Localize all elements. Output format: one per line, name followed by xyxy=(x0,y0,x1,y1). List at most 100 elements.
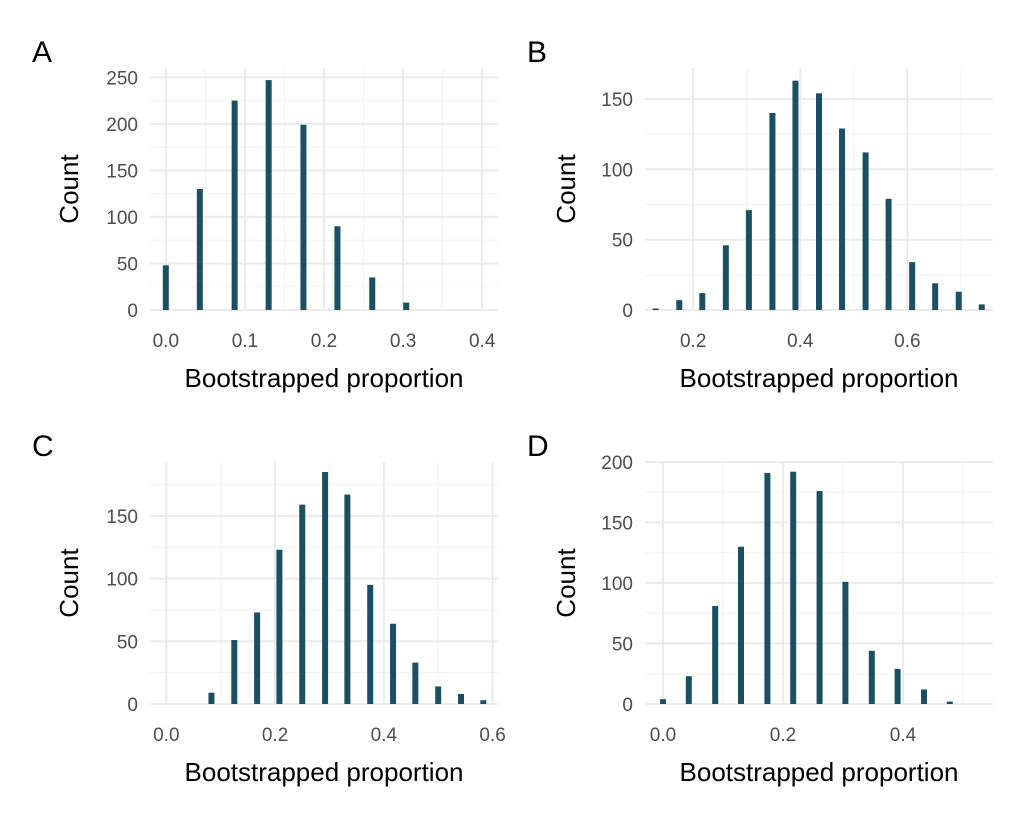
histogram-bar xyxy=(334,226,341,310)
histogram-bar xyxy=(842,581,849,704)
histogram-bar xyxy=(276,549,283,704)
histogram-bar xyxy=(652,308,659,310)
histogram-bar xyxy=(367,584,374,704)
x-tick-label: 0.4 xyxy=(787,331,814,352)
y-tick-label: 150 xyxy=(601,514,633,535)
x-tick-label: 0.6 xyxy=(479,725,505,746)
y-tick-label: 150 xyxy=(106,161,138,182)
x-tick-label: 0.0 xyxy=(153,725,179,746)
histogram-bar xyxy=(722,245,729,310)
x-tick-label: 0.1 xyxy=(232,331,258,352)
panel-b: 0 50 100 150 0.2 0.4 0.6 B Bootstrapped proporti… xyxy=(527,36,993,393)
histogram-bar xyxy=(196,189,203,310)
histogram-bar xyxy=(300,124,307,311)
y-tick-label: 150 xyxy=(601,90,633,111)
y-tick-label: 50 xyxy=(117,254,138,275)
histogram-bar xyxy=(816,491,823,704)
y-tick-label: 0 xyxy=(622,695,633,716)
panel-label: D xyxy=(527,430,549,463)
panel-label: B xyxy=(527,36,547,69)
histogram-bar xyxy=(390,623,397,704)
histogram-bar xyxy=(894,668,901,704)
y-tick-label: 100 xyxy=(601,160,633,181)
histogram-bar xyxy=(921,689,927,704)
y-tick-label: 0 xyxy=(127,301,138,322)
x-tick-label: 0.2 xyxy=(311,331,337,352)
y-axis-title: Count xyxy=(54,154,84,224)
x-tick-label: 0.6 xyxy=(894,331,920,352)
histogram-bar xyxy=(299,504,306,704)
x-axis-title: Bootstrapped proportion xyxy=(185,757,464,787)
histogram-bar xyxy=(344,494,351,704)
panel-d: 0 50 100 150 200 0.0 0.2 0.4 D Bootstrapped propo… xyxy=(527,430,993,787)
histogram-bar xyxy=(231,100,238,310)
y-tick-label: 50 xyxy=(117,632,138,653)
y-tick-label: 100 xyxy=(106,570,138,591)
y-tick-label: 200 xyxy=(106,115,138,136)
histogram-bar xyxy=(909,262,916,310)
histogram-bar xyxy=(403,302,410,310)
histogram-bar xyxy=(862,152,869,310)
histogram-bar xyxy=(955,291,962,310)
histogram-bar xyxy=(369,277,376,310)
histogram-bar xyxy=(839,128,846,310)
x-tick-label: 0.2 xyxy=(770,725,796,746)
x-tick-label: 0.0 xyxy=(650,725,676,746)
y-tick-label: 250 xyxy=(106,68,138,89)
histogram-bar xyxy=(231,640,238,704)
histogram-bar xyxy=(712,605,719,704)
y-axis-title: Count xyxy=(551,154,581,224)
histogram-bar xyxy=(322,472,329,704)
histogram-bar xyxy=(660,699,666,704)
y-tick-label: 150 xyxy=(106,507,138,528)
y-axis-title: Count xyxy=(551,548,581,618)
histogram-bar xyxy=(978,304,985,310)
x-tick-label: 0.4 xyxy=(371,725,398,746)
x-tick-label: 0.2 xyxy=(680,331,706,352)
histogram-bar xyxy=(676,300,683,310)
histogram-bar xyxy=(412,662,419,704)
histogram-bar xyxy=(435,686,442,704)
panel-label: A xyxy=(32,36,52,69)
y-tick-label: 50 xyxy=(612,231,633,252)
histogram-bar xyxy=(932,283,939,310)
histogram-bar xyxy=(480,700,487,704)
x-tick-label: 0.0 xyxy=(153,331,179,352)
panel-label: C xyxy=(32,430,54,463)
histogram-bar xyxy=(790,471,797,704)
histogram-bar xyxy=(764,472,771,704)
x-axis-title: Bootstrapped proportion xyxy=(680,363,959,393)
histogram-bar xyxy=(769,113,776,310)
y-axis-title: Count xyxy=(54,548,84,618)
histogram-bar xyxy=(699,293,706,310)
histogram-bar xyxy=(745,210,752,310)
y-tick-label: 50 xyxy=(612,635,633,656)
histogram-bar xyxy=(792,80,799,311)
x-tick-label: 0.4 xyxy=(890,725,917,746)
y-tick-label: 0 xyxy=(127,695,138,716)
histogram-bar xyxy=(816,93,822,310)
histogram-bar xyxy=(458,693,465,704)
x-tick-label: 0.4 xyxy=(469,331,496,352)
histogram-bar xyxy=(685,676,692,704)
histogram-bar xyxy=(265,80,272,310)
histogram-bar xyxy=(946,701,953,704)
y-tick-label: 100 xyxy=(601,574,633,595)
histogram-bar xyxy=(738,546,744,704)
x-axis-title: Bootstrapped proportion xyxy=(185,363,464,393)
histogram-bar xyxy=(885,198,892,310)
histogram-bar xyxy=(208,692,215,704)
x-tick-label: 0.2 xyxy=(262,725,288,746)
x-axis-title: Bootstrapped proportion xyxy=(680,757,959,787)
histogram-bar xyxy=(162,265,169,310)
histogram-bar xyxy=(868,650,875,704)
panel-a: 0 50 100 150 200 250 0.0 0.1 0.2 0.3 0.4 A Bootstrap… xyxy=(32,36,498,393)
x-tick-label: 0.3 xyxy=(390,331,416,352)
y-tick-label: 0 xyxy=(622,301,633,322)
histogram-bar xyxy=(254,612,261,704)
panel-c: 0 50 100 150 0.0 0.2 0.4 0.6 C Bootstrapped propo… xyxy=(32,430,506,787)
y-tick-label: 100 xyxy=(106,208,138,229)
y-tick-label: 200 xyxy=(601,453,633,474)
